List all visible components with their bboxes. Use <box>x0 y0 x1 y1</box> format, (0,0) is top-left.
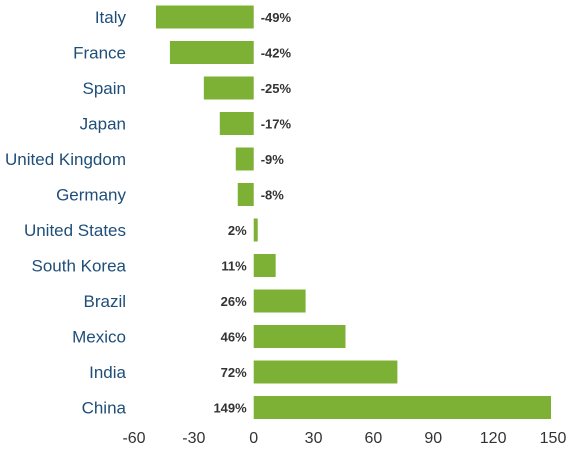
bar-france <box>169 41 254 64</box>
category-label: United States <box>24 221 126 240</box>
category-label: China <box>82 399 127 418</box>
x-tick-label: 90 <box>424 430 442 447</box>
category-label: Mexico <box>72 328 126 347</box>
data-label: -42% <box>261 46 292 61</box>
data-label: -25% <box>261 81 292 96</box>
category-label: India <box>89 363 126 382</box>
category-label: Brazil <box>83 292 126 311</box>
bar-united-states <box>253 218 258 242</box>
bar-mexico <box>253 325 346 348</box>
category-label: Japan <box>80 115 126 134</box>
data-label: -17% <box>261 117 292 132</box>
x-tick-label: 30 <box>305 430 323 447</box>
bar-brazil <box>253 289 306 313</box>
data-label: -49% <box>261 10 292 25</box>
data-label: -8% <box>261 188 285 203</box>
bars-group <box>155 5 552 419</box>
category-label: United Kingdom <box>5 150 126 169</box>
category-label: Spain <box>83 79 126 98</box>
bar-south-korea <box>253 254 276 277</box>
bar-united-kingdom <box>235 147 254 171</box>
data-label: 11% <box>221 259 247 274</box>
bar-japan <box>219 112 254 135</box>
x-axis-ticks-group: -60 -30 0 30 60 90 120 150 <box>122 430 566 447</box>
data-label: 72% <box>221 365 247 380</box>
data-label: 46% <box>221 330 247 345</box>
value-labels-group: -49% -42% -25% -17% -9% -8% 2% 11% 26% 46% 72% 149% <box>213 10 291 416</box>
category-labels-group: Italy France Spain Japan United Kingdom Germa… <box>5 8 127 418</box>
category-label: Italy <box>95 8 127 27</box>
category-label: Germany <box>56 186 126 205</box>
bar-india <box>253 360 398 384</box>
bar-spain <box>203 76 254 100</box>
data-label: 149% <box>213 401 247 416</box>
category-label: South Korea <box>31 257 126 276</box>
data-label: 26% <box>221 294 247 309</box>
category-label: France <box>73 44 126 63</box>
x-tick-label: -30 <box>182 430 205 447</box>
bar-germany <box>237 183 254 206</box>
data-label: -9% <box>261 152 285 167</box>
x-tick-label: 150 <box>540 430 567 447</box>
x-tick-label: 120 <box>480 430 507 447</box>
x-tick-label: 0 <box>249 430 258 447</box>
data-label: 2% <box>228 223 247 238</box>
bar-china <box>253 396 552 419</box>
x-tick-label: -60 <box>122 430 145 447</box>
bar-italy <box>155 5 254 29</box>
x-tick-label: 60 <box>365 430 383 447</box>
